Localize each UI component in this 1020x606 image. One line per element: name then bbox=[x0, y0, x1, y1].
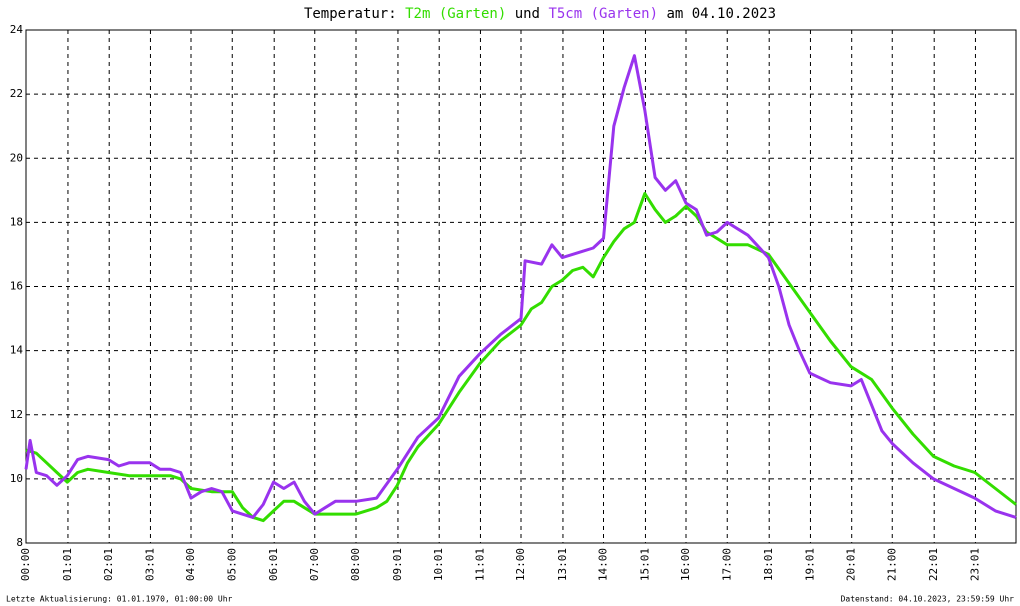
chart-title: Temperatur: T2m (Garten) und T5cm (Garte… bbox=[304, 6, 776, 22]
title-joiner: und bbox=[515, 6, 540, 22]
footer-right: Datenstand: 04.10.2023, 23:59:59 Uhr bbox=[841, 595, 1015, 604]
series-line bbox=[24, 54, 1017, 519]
x-tick-label: 08:00 bbox=[349, 548, 362, 581]
y-tick-label: 20 bbox=[10, 151, 23, 164]
x-tick-label: 07:00 bbox=[308, 548, 321, 581]
y-tick-label: 16 bbox=[10, 280, 23, 293]
x-tick-label: 02:01 bbox=[102, 548, 115, 581]
y-tick-label: 18 bbox=[10, 215, 23, 228]
x-tick-label: 13:01 bbox=[556, 548, 569, 581]
x-tick-label: 09:01 bbox=[391, 548, 404, 581]
x-tick-label: 14:00 bbox=[597, 548, 610, 581]
y-tick-label: 22 bbox=[10, 87, 23, 100]
x-tick-label: 00:00 bbox=[19, 548, 32, 581]
footer-left: Letzte Aktualisierung: 01.01.1970, 01:00… bbox=[6, 595, 233, 604]
x-tick-label: 12:00 bbox=[514, 548, 527, 581]
x-tick-label: 11:01 bbox=[473, 548, 486, 581]
x-tick-label: 17:00 bbox=[720, 548, 733, 581]
x-tick-label: 04:00 bbox=[184, 548, 197, 581]
x-tick-label: 23:01 bbox=[968, 548, 981, 581]
x-tick-label: 15:01 bbox=[638, 548, 651, 581]
y-tick-label: 24 bbox=[10, 23, 24, 36]
x-tick-label: 20:01 bbox=[845, 548, 858, 581]
title-suffix: am 04.10.2023 bbox=[666, 6, 776, 22]
x-tick-label: 05:00 bbox=[225, 548, 238, 581]
x-tick-label: 10:01 bbox=[432, 548, 445, 581]
x-tick-label: 18:01 bbox=[762, 548, 775, 581]
title-series: T5cm (Garten) bbox=[548, 6, 658, 22]
y-tick-label: 10 bbox=[10, 472, 23, 485]
x-tick-label: 06:01 bbox=[267, 548, 280, 581]
x-tick-label: 21:00 bbox=[885, 548, 898, 581]
x-tick-label: 03:01 bbox=[143, 548, 156, 581]
x-tick-label: 22:01 bbox=[927, 548, 940, 581]
title-prefix: Temperatur: bbox=[304, 6, 397, 22]
y-tick-label: 12 bbox=[10, 408, 23, 421]
x-tick-label: 19:01 bbox=[803, 548, 816, 581]
title-series: T2m (Garten) bbox=[405, 6, 506, 22]
y-tick-label: 14 bbox=[10, 344, 24, 357]
x-tick-label: 16:00 bbox=[679, 548, 692, 581]
x-tick-label: 01:01 bbox=[61, 548, 74, 581]
y-tick-label: 8 bbox=[16, 536, 23, 549]
